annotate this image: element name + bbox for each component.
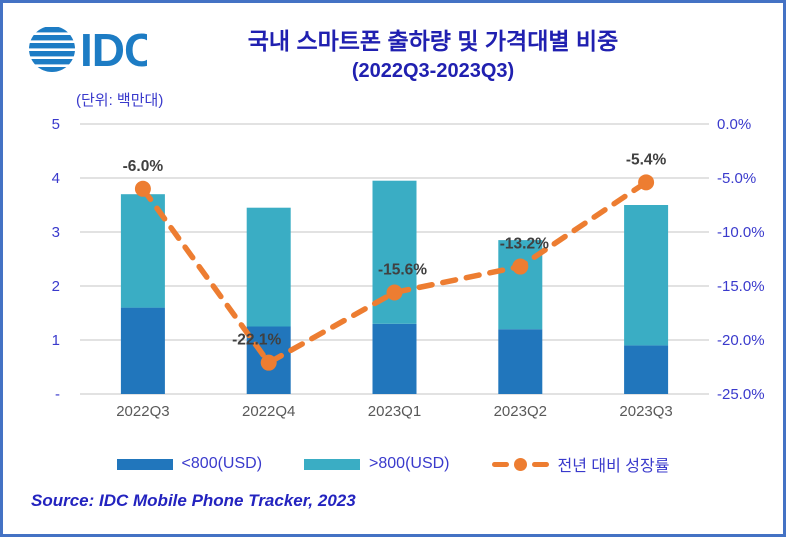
right-axis-tick: -25.0% [717, 386, 765, 403]
bar-segment-low [624, 345, 669, 394]
chart-title: 국내 스마트폰 출하량 및 가격대별 비중 [247, 28, 619, 54]
right-axis-tick: -15.0% [717, 278, 765, 295]
legend-dashed-line-icon [491, 457, 549, 471]
legend-dash-icon [531, 461, 549, 467]
x-axis-label: 2022Q3 [116, 403, 169, 420]
chart-subtitle: (2022Q3-2023Q3) [351, 59, 515, 82]
unit-label: (단위: 백만대) [76, 92, 164, 109]
left-axis-tick: 1 [52, 332, 60, 349]
idc-globe-icon [29, 27, 75, 72]
combo-chart: 5 4 3 2 1 - 0.0% -5.0% -10.0% -15.0% -20.0% -25.0% -… [52, 116, 765, 420]
growth-marker [260, 354, 277, 371]
bar-segment-high [246, 207, 291, 327]
legend-label: <800(USD) [181, 455, 263, 472]
legend-label: >800(USD) [369, 455, 450, 472]
legend-dash-icon [491, 461, 509, 467]
legend-item-2: >800(USD) [304, 455, 450, 473]
legend-dot-icon [513, 457, 527, 471]
x-axis-label: 2022Q4 [242, 403, 295, 420]
legend-swatch-icon [116, 458, 173, 470]
right-axis-tick: -5.0% [717, 170, 756, 187]
right-axis-tick: -20.0% [717, 332, 765, 349]
growth-data-label: -22.1% [232, 332, 281, 349]
x-axis-label: 2023Q2 [494, 403, 547, 420]
growth-marker [134, 180, 151, 197]
bar-segment-low [498, 329, 543, 394]
x-axis-label: 2023Q3 [619, 403, 672, 420]
bar-segment-low [120, 307, 165, 394]
title-block: 국내 스마트폰 출하량 및 가격대별 비중 (2022Q3-2023Q3) [113, 27, 753, 83]
legend-swatch-icon [304, 458, 361, 470]
left-axis-tick: 5 [52, 116, 60, 133]
right-axis-tick: -10.0% [717, 224, 765, 241]
idc-logo: IDC [29, 24, 147, 76]
growth-data-label: -13.2% [500, 236, 549, 253]
legend-item-3: 전년 대비 성장률 [491, 452, 670, 476]
legend-label: 전년 대비 성장률 [557, 458, 670, 475]
left-axis-tick: - [55, 386, 60, 403]
bar-segment-high [624, 205, 669, 346]
left-axis-tick: 3 [52, 224, 60, 241]
legend-item-1: <800(USD) [116, 455, 263, 473]
left-axis-tick: 4 [52, 170, 60, 187]
growth-marker [386, 284, 403, 301]
x-axis-label: 2023Q1 [368, 403, 421, 420]
growth-data-label: -15.6% [378, 261, 427, 278]
growth-data-label: -6.0% [123, 158, 164, 175]
idc-logo-text: IDC [80, 24, 147, 76]
left-axis-tick: 2 [52, 278, 60, 295]
growth-data-label: -5.4% [626, 151, 667, 168]
growth-marker [638, 174, 655, 191]
bar-segment-low [372, 323, 417, 394]
right-axis-tick: 0.0% [717, 116, 751, 133]
chart-legend: <800(USD) >800(USD) 전년 대비 성장률 [3, 452, 783, 476]
growth-marker [512, 258, 529, 275]
source-citation: Source: IDC Mobile Phone Tracker, 2023 [31, 491, 356, 510]
